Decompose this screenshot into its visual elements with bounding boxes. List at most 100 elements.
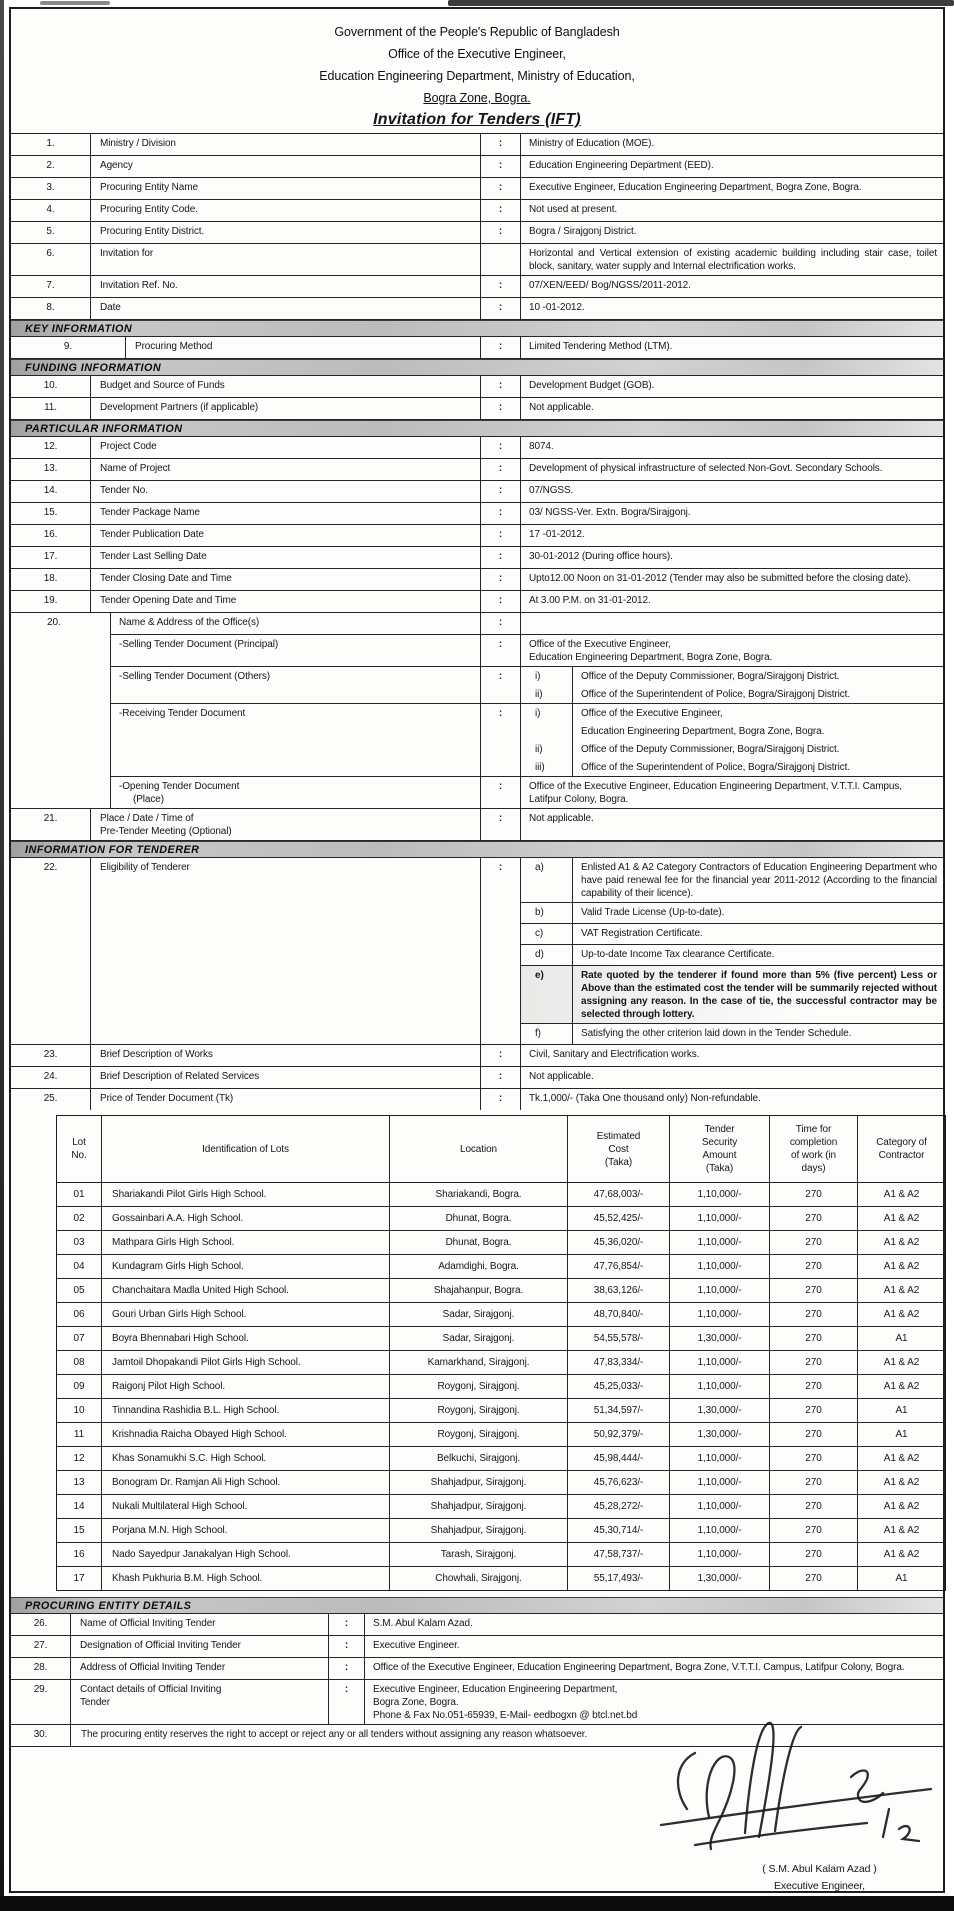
- col-location: Location: [390, 1116, 568, 1182]
- lot-05-days: 270: [770, 1279, 858, 1302]
- r28-no: 28.: [11, 1658, 71, 1679]
- list-item: Education Engineering Department, Bogra …: [521, 722, 943, 740]
- row-contact-details: 29. Contact details of Official Inviting…: [11, 1680, 943, 1725]
- r29-label-line2: Tender: [80, 1697, 110, 1708]
- lot-17-cost: 55,17,493/-: [568, 1567, 670, 1590]
- lot-05-location: Shajahanpur, Bogra.: [390, 1279, 568, 1302]
- selling-principal-line1: Office of the Executive Engineer,: [529, 639, 671, 650]
- list-item: i) Office of the Deputy Commissioner, Bo…: [521, 667, 943, 685]
- lot-08-school: Jamtoil Dhopakandi Pilot Girls High Scho…: [102, 1351, 390, 1374]
- lot-16-no: 16: [57, 1543, 102, 1566]
- lot-row-14: 14 Nukali Multilateral High School. Shahja…: [57, 1495, 945, 1519]
- lot-07-cost: 54,55,578/-: [568, 1327, 670, 1350]
- letterhead-line-department: Education Engineering Department, Minist…: [319, 69, 635, 83]
- r21-label-line2: Pre-Tender Meeting (Optional): [100, 826, 232, 837]
- lot-09-security: 1,10,000/-: [670, 1375, 770, 1398]
- lot-02-cost: 45,52,425/-: [568, 1207, 670, 1230]
- lot-11-location: Roygonj, Sirajgonj.: [390, 1423, 568, 1446]
- r28-value: Office of the Executive Engineer, Educat…: [373, 1662, 905, 1673]
- lot-13-category: A1 & A2: [883, 1477, 920, 1488]
- row-brief-description-of-works: 23. Brief Description of Works : Civil, …: [11, 1045, 943, 1067]
- selling-principal-line2: Education Engineering Department, Bogra …: [529, 652, 773, 663]
- eligibility-item-f: f) Satisfying the other criterion laid d…: [521, 1024, 943, 1044]
- r5-colon: :: [481, 222, 521, 243]
- r19-colon: :: [481, 591, 521, 612]
- opening-colon: :: [481, 777, 521, 808]
- r13-no: 13.: [11, 459, 91, 480]
- lot-02-location: Dhunat, Bogra.: [390, 1207, 568, 1230]
- r17-label: Tender Last Selling Date: [91, 547, 481, 568]
- lot-16-category: A1 & A2: [883, 1549, 920, 1560]
- lot-01-location: Shariakandi, Bogra.: [390, 1183, 568, 1206]
- row-invitation-ref-no: 7. Invitation Ref. No. : 07/XEN/EED/ Bog…: [11, 276, 943, 298]
- r14-label: Tender No.: [91, 481, 481, 502]
- lot-05-category: A1 & A2: [883, 1285, 920, 1296]
- lot-14-location: Shahjadpur, Sirajgonj.: [390, 1495, 568, 1518]
- r28-label: Address of Official Inviting Tender: [71, 1658, 329, 1679]
- lot-13-school: Bonogram Dr. Ramjan Ali High School.: [102, 1471, 390, 1494]
- lot-10-days: 270: [770, 1399, 858, 1422]
- lot-08-cost: 47,83,334/-: [568, 1351, 670, 1374]
- r9-value: Limited Tendering Method (LTM).: [529, 341, 673, 352]
- r14-colon: :: [481, 481, 521, 502]
- r10-label: Budget and Source of Funds: [91, 376, 481, 397]
- selling-others-colon: :: [481, 667, 521, 703]
- lot-11-security: 1,30,000/-: [670, 1423, 770, 1446]
- lot-16-days: 270: [770, 1543, 858, 1566]
- eligibility-item-a: a) Enlisted A1 & A2 Category Contractors…: [521, 858, 943, 903]
- lot-row-02: 02 Gossainbari A.A. High School. Dhunat, B…: [57, 1207, 945, 1231]
- scan-artifact-left-edge: [0, 0, 4, 1911]
- r24-no: 24.: [11, 1067, 91, 1088]
- col-lot-no: Lot No.: [57, 1116, 102, 1182]
- row-procuring-entity-code: 4. Procuring Entity Code. : Not used at …: [11, 200, 943, 222]
- receiving-i-text: Office of the Executive Engineer,: [581, 708, 723, 719]
- opening-label-line2: (Place): [133, 794, 164, 805]
- row-tender-no: 14. Tender No. : 07/NGSS.: [11, 481, 943, 503]
- lot-row-04: 04 Kundagram Girls High School. Adamdighi,…: [57, 1255, 945, 1279]
- lot-17-no: 17: [57, 1567, 102, 1590]
- opening-value: Office of the Executive Engineer, Educat…: [529, 781, 902, 805]
- r29-value: Executive Engineer, Education Engineerin…: [365, 1680, 943, 1724]
- list-item: i) Office of the Executive Engineer,: [521, 704, 943, 722]
- lot-07-no: 07: [57, 1327, 102, 1350]
- r18-label: Tender Closing Date and Time: [91, 569, 481, 590]
- lot-row-16: 16 Nado Sayedpur Janakalyan High School. T…: [57, 1543, 945, 1567]
- selling-others-i-marker: i): [521, 667, 573, 685]
- lot-07-location: Sadar, Sirajgonj.: [390, 1327, 568, 1350]
- r20-selling-principal-subrow: -Selling Tender Document (Principal) : O…: [111, 635, 943, 667]
- r20-selling-others-subrow: -Selling Tender Document (Others) : i) O…: [111, 667, 943, 704]
- section-particular-information: PARTICULAR INFORMATION: [11, 420, 943, 437]
- r28-colon: :: [329, 1658, 365, 1679]
- lot-02-category: A1 & A2: [883, 1213, 920, 1224]
- item-d-text: Up-to-date Income Tax clearance Certific…: [581, 949, 775, 960]
- row-procuring-method: 9. Procuring Method : Limited Tendering …: [11, 337, 943, 359]
- handwritten-signature-icon: [659, 1721, 933, 1851]
- r21-label-line1: Place / Date / Time of: [100, 813, 194, 824]
- section-procuring-entity-details: PROCURING ENTITY DETAILS: [11, 1597, 943, 1614]
- r23-value: Civil, Sanitary and Electrification work…: [529, 1049, 700, 1060]
- lot-row-09: 09 Raigonj Pilot High School. Roygonj, Sir…: [57, 1375, 945, 1399]
- lot-16-cost: 47,58,737/-: [568, 1543, 670, 1566]
- lot-06-cost: 48,70,840/-: [568, 1303, 670, 1326]
- item-a-text: Enlisted A1 & A2 Category Contractors of…: [581, 862, 937, 899]
- r29-colon: :: [329, 1680, 365, 1724]
- r23-colon: :: [481, 1045, 521, 1066]
- row-reserves-right-clause: 30. The procuring entity reserves the ri…: [11, 1725, 943, 1747]
- r29-value-line2: Bogra Zone, Bogra.: [373, 1697, 459, 1708]
- lot-16-security: 1,10,000/-: [670, 1543, 770, 1566]
- scan-artifact-top-edge: [448, 0, 954, 6]
- main-info-table: 1. Ministry / Division : Ministry of Edu…: [11, 133, 943, 1110]
- r25-value: Tk.1,000/- (Taka One thousand only) Non-…: [529, 1093, 761, 1104]
- lot-11-school: Krishnadia Raicha Obayed High School.: [102, 1423, 390, 1446]
- lot-09-category: A1 & A2: [883, 1381, 920, 1392]
- item-b-text: Valid Trade License (Up-to-date).: [581, 907, 725, 918]
- r25-no: 25.: [11, 1089, 91, 1110]
- r15-colon: :: [481, 503, 521, 524]
- r3-colon: :: [481, 178, 521, 199]
- lot-row-17: 17 Khash Pukhuria B.M. High School. Chowha…: [57, 1567, 945, 1590]
- r7-no: 7.: [11, 276, 91, 297]
- lot-01-security: 1,10,000/-: [670, 1183, 770, 1206]
- lot-10-security: 1,30,000/-: [670, 1399, 770, 1422]
- lot-row-11: 11 Krishnadia Raicha Obayed High School. R…: [57, 1423, 945, 1447]
- lot-03-security: 1,10,000/-: [670, 1231, 770, 1254]
